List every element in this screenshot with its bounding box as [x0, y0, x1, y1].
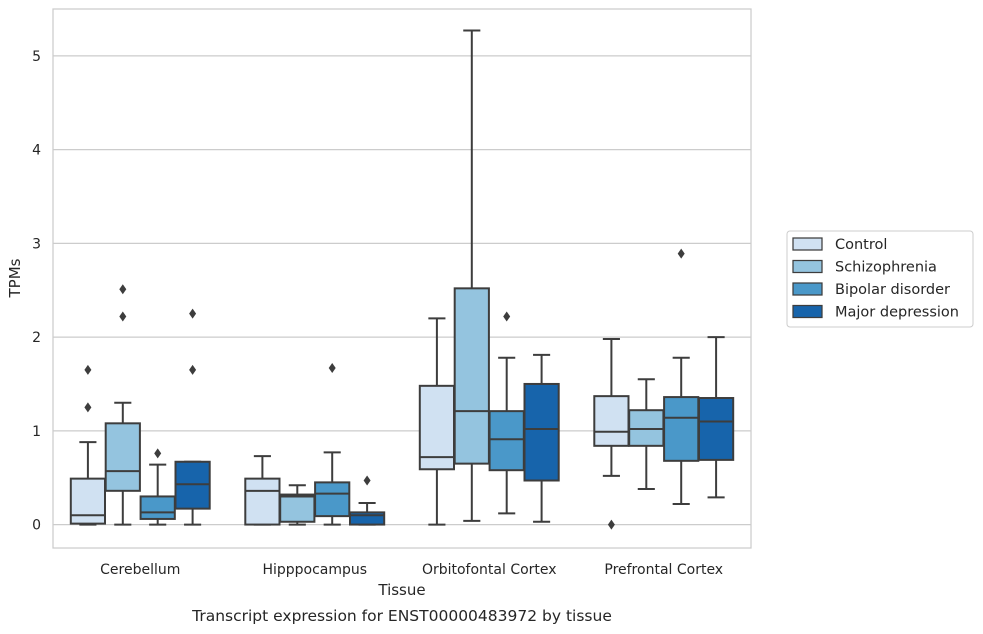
box-group [628, 378, 665, 490]
box [488, 410, 525, 472]
box [314, 481, 351, 518]
boxes [69, 29, 735, 530]
legend-label: Schizophrenia [835, 260, 937, 276]
y-axis-title: TPMs [6, 258, 24, 298]
box [139, 495, 176, 520]
outlier-point [328, 363, 336, 374]
legend: Control Schizophrenia Bipolar disorder Majo… [786, 230, 974, 328]
box-group [244, 455, 281, 526]
outlier-point [119, 311, 127, 322]
gridlines [53, 55, 751, 526]
box-group [453, 29, 490, 522]
x-tick-labels: Cerebellum Hipppocampus Orbitofontal Corte… [100, 562, 723, 578]
box [244, 477, 281, 526]
y-tick-label: 3 [32, 236, 41, 252]
x-tick-label: Cerebellum [100, 562, 180, 578]
legend-swatch [792, 259, 823, 274]
legend-swatch [792, 237, 823, 251]
box [279, 493, 316, 523]
x-tick-label: Orbitofontal Cortex [422, 562, 557, 578]
box-group [488, 311, 525, 515]
box [69, 477, 107, 525]
outlier-point [189, 364, 197, 375]
box [593, 395, 630, 447]
outlier-point [607, 519, 615, 530]
box-group [663, 248, 700, 505]
legend-label: Major depression [835, 305, 959, 321]
outlier-point [189, 308, 197, 319]
x-axis-title: Tissue [377, 581, 425, 599]
legend-swatch [792, 282, 823, 296]
box-group [697, 336, 735, 499]
box-group [348, 475, 386, 526]
box [523, 382, 560, 482]
box-group [69, 364, 107, 526]
plot-frame [52, 8, 752, 549]
y-tick-label: 2 [32, 330, 41, 346]
chart-caption: Transcript expression for ENST0000048397… [191, 607, 612, 625]
y-tick-label: 4 [32, 143, 41, 159]
box [663, 396, 700, 462]
x-tick-label: Hipppocampus [262, 562, 367, 578]
y-tick-labels: 0 1 2 3 4 5 [32, 49, 41, 534]
y-tick-label: 5 [32, 49, 41, 65]
box-group [139, 448, 176, 526]
y-tick-label: 1 [32, 424, 41, 440]
legend-label: Bipolar disorder [835, 282, 950, 298]
outlier-point [154, 448, 162, 459]
box [418, 384, 456, 471]
box [104, 422, 141, 492]
box [453, 287, 490, 465]
box-group [418, 317, 456, 526]
box-group [174, 308, 211, 526]
box-group [314, 363, 351, 526]
outlier-point [84, 402, 92, 413]
box-group [523, 353, 560, 523]
box [697, 397, 735, 461]
legend-label: Control [835, 237, 887, 253]
outlier-point [119, 284, 127, 295]
legend-frame [786, 230, 974, 328]
outlier-point [503, 311, 511, 322]
outlier-point [84, 364, 92, 375]
legend-swatch [792, 304, 823, 319]
y-tick-label: 0 [32, 518, 41, 534]
x-tick-label: Prefrontal Cortex [604, 562, 723, 578]
outlier-point [363, 475, 371, 486]
box-group [104, 284, 141, 526]
box-group [279, 484, 316, 526]
box-group [593, 337, 630, 530]
outlier-point [677, 248, 685, 259]
